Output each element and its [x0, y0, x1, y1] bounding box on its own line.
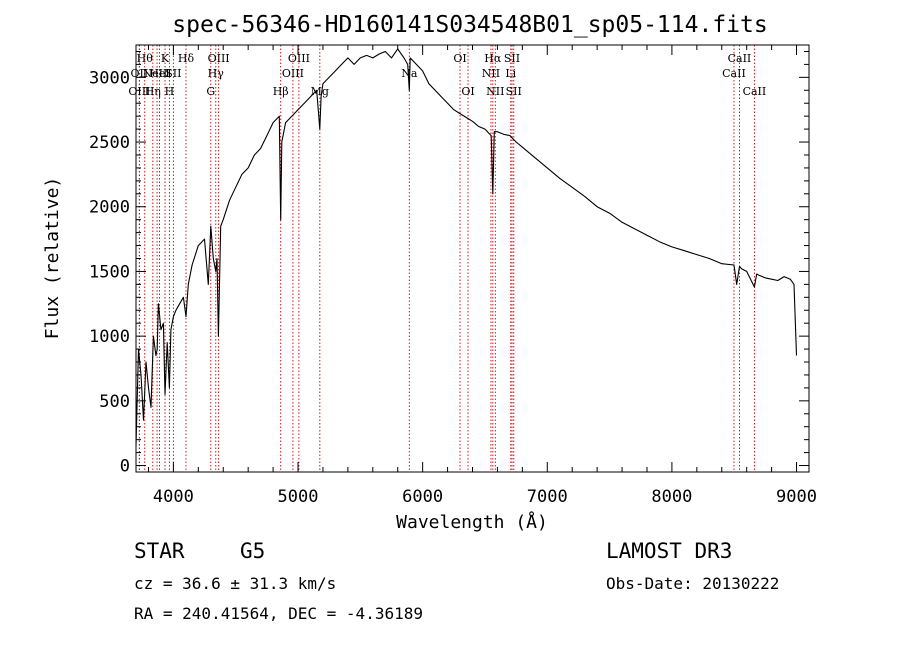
- line-marker-label: OIII: [208, 52, 230, 65]
- x-tick-label: 7000: [527, 487, 568, 507]
- line-marker-label: OIII: [288, 52, 310, 65]
- redshift-info: cz = 36.6 ± 31.3 km/s: [134, 574, 336, 593]
- line-marker-label: G: [206, 85, 215, 98]
- y-tick-label: 0: [120, 457, 130, 477]
- line-marker-label: OIII: [282, 67, 304, 80]
- axes: 4000 5000 6000 7000 8000 9000 0 500 1000 1500 2000…: [89, 45, 817, 507]
- line-marker-label: Hδ: [178, 52, 195, 65]
- line-marker-label: Hα: [484, 52, 502, 65]
- y-tick-label: 500: [99, 392, 130, 412]
- line-marker-label: CaII: [743, 85, 767, 98]
- chart-title: spec-56346-HD160141S034548B01_sp05-114.f…: [172, 12, 767, 38]
- coordinates: RA = 240.41564, DEC = -4.36189: [134, 604, 423, 623]
- line-marker-label: SII: [506, 85, 522, 98]
- y-tick-label: 2500: [89, 133, 130, 153]
- line-marker-label: SII: [504, 52, 520, 65]
- x-tick-label: 5000: [278, 487, 319, 507]
- survey-name: LAMOST DR3: [606, 539, 732, 563]
- line-marker-label: Hθ: [137, 52, 154, 65]
- line-marker-label: Mg: [311, 85, 329, 98]
- x-tick-label: 8000: [651, 487, 692, 507]
- line-marker-label: OI: [453, 52, 466, 65]
- y-tick-label: 1500: [89, 262, 130, 282]
- line-marker-label: OII: [131, 67, 149, 80]
- line-marker-label: H: [165, 85, 175, 98]
- line-markers: [138, 45, 755, 472]
- y-tick-label: 2000: [89, 198, 130, 218]
- line-marker-label: NII: [482, 67, 500, 80]
- line-marker-label: HeI: [149, 67, 169, 80]
- spectrum-line: [135, 48, 798, 447]
- line-marker-label: OIII: [128, 85, 150, 98]
- object-class: STAR: [134, 539, 185, 563]
- line-marker-label: CaII: [728, 52, 752, 65]
- line-marker-label: CaII: [722, 67, 746, 80]
- line-marker-label: NeIII: [142, 67, 171, 80]
- line-marker-label: Hη: [145, 85, 161, 98]
- line-marker-label: NII: [486, 85, 504, 98]
- line-marker-label: Hβ: [273, 85, 289, 98]
- line-marker-labels: HθOIIOIIIHηNeIIIHeIKHSIIHδGHγOIIIHβOIIIO…: [128, 52, 766, 98]
- obs-date: Obs-Date: 20130222: [606, 574, 779, 593]
- line-marker-label: Li: [505, 67, 516, 80]
- y-tick-label: 1000: [89, 327, 130, 347]
- x-tick-label: 4000: [153, 487, 194, 507]
- line-marker-label: SII: [165, 67, 181, 80]
- object-subclass: G5: [240, 539, 265, 563]
- y-axis-label: Flux (relative): [42, 177, 63, 340]
- x-tick-label: 6000: [402, 487, 443, 507]
- x-tick-label: 9000: [776, 487, 817, 507]
- y-tick-label: 3000: [89, 68, 130, 88]
- line-marker-label: Hγ: [208, 67, 225, 80]
- line-marker-label: K: [161, 52, 170, 65]
- line-marker-label: OI: [461, 85, 474, 98]
- x-axis-label: Wavelength (Å): [396, 511, 548, 533]
